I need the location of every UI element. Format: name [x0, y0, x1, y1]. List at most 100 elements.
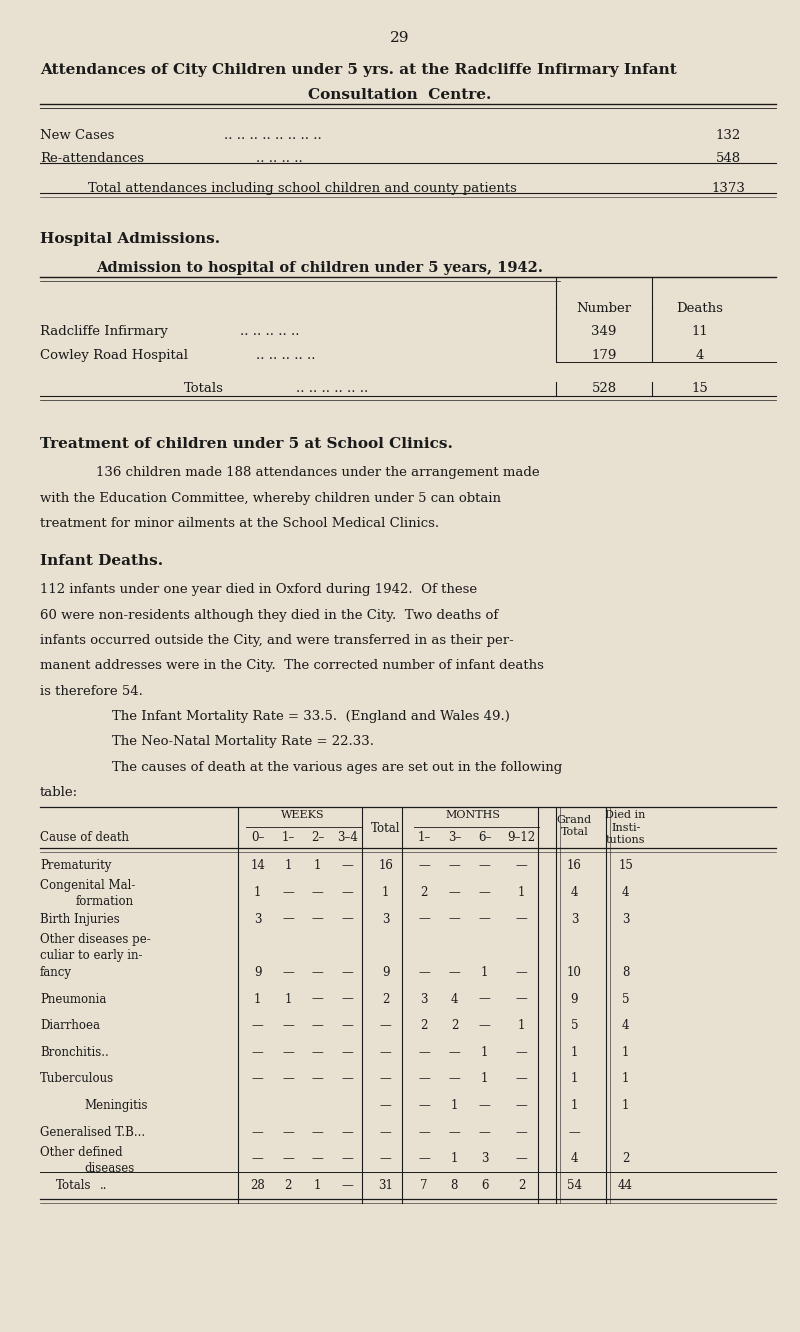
Text: —: —: [282, 1126, 294, 1139]
Text: —: —: [252, 1126, 263, 1139]
Text: Bronchitis..: Bronchitis..: [40, 1046, 109, 1059]
Text: —: —: [312, 1152, 323, 1166]
Text: .. .. .. ..: .. .. .. ..: [256, 152, 302, 165]
Text: ..: ..: [100, 1179, 107, 1192]
Text: infants occurred outside the City, and were transferred in as their per-: infants occurred outside the City, and w…: [40, 634, 514, 647]
Text: 132: 132: [715, 129, 741, 143]
Text: 60 were non-residents although they died in the City.  Two deaths of: 60 were non-residents although they died…: [40, 609, 498, 622]
Text: Totals: Totals: [56, 1179, 91, 1192]
Text: Number: Number: [577, 302, 631, 316]
Text: 1: 1: [254, 886, 262, 899]
Text: 9–12: 9–12: [507, 831, 536, 844]
Text: 1: 1: [284, 992, 292, 1006]
Text: 29: 29: [390, 31, 410, 45]
Text: 1: 1: [382, 886, 390, 899]
Text: 2: 2: [622, 1152, 630, 1166]
Text: —: —: [516, 966, 527, 979]
Text: 1: 1: [622, 1046, 630, 1059]
Text: 15: 15: [618, 859, 633, 872]
Text: Admission to hospital of children under 5 years, 1942.: Admission to hospital of children under …: [96, 261, 543, 276]
Text: 2: 2: [420, 1019, 428, 1032]
Text: —: —: [342, 1152, 353, 1166]
Text: 2: 2: [382, 992, 390, 1006]
Text: 15: 15: [692, 382, 708, 396]
Text: —: —: [342, 1046, 353, 1059]
Text: The Infant Mortality Rate = 33.5.  (England and Wales 49.): The Infant Mortality Rate = 33.5. (Engla…: [112, 710, 510, 723]
Text: —: —: [282, 1019, 294, 1032]
Text: 1: 1: [481, 966, 489, 979]
Text: Other diseases pe-: Other diseases pe-: [40, 932, 150, 946]
Text: 3: 3: [481, 1152, 489, 1166]
Text: —: —: [449, 859, 460, 872]
Text: 5: 5: [622, 992, 630, 1006]
Text: manent addresses were in the City.  The corrected number of infant deaths: manent addresses were in the City. The c…: [40, 659, 544, 673]
Text: 44: 44: [618, 1179, 633, 1192]
Text: —: —: [282, 886, 294, 899]
Text: —: —: [380, 1046, 391, 1059]
Text: —: —: [342, 1126, 353, 1139]
Text: 10: 10: [567, 966, 582, 979]
Text: —: —: [418, 1152, 430, 1166]
Text: —: —: [516, 1099, 527, 1112]
Text: —: —: [516, 1072, 527, 1086]
Text: —: —: [479, 992, 490, 1006]
Text: —: —: [312, 1019, 323, 1032]
Text: 528: 528: [591, 382, 617, 396]
Text: 1373: 1373: [711, 182, 745, 196]
Text: Birth Injuries: Birth Injuries: [40, 912, 120, 926]
Text: diseases: diseases: [84, 1162, 134, 1175]
Text: 3–: 3–: [448, 831, 461, 844]
Text: 16: 16: [378, 859, 393, 872]
Text: —: —: [342, 992, 353, 1006]
Text: —: —: [312, 992, 323, 1006]
Text: —: —: [516, 859, 527, 872]
Text: —: —: [479, 886, 490, 899]
Text: —: —: [516, 912, 527, 926]
Text: 3: 3: [570, 912, 578, 926]
Text: 548: 548: [715, 152, 741, 165]
Text: 3: 3: [622, 912, 630, 926]
Text: 8: 8: [450, 1179, 458, 1192]
Text: Total: Total: [561, 827, 588, 838]
Text: 1: 1: [570, 1046, 578, 1059]
Text: —: —: [312, 1126, 323, 1139]
Text: 4: 4: [570, 886, 578, 899]
Text: —: —: [312, 1046, 323, 1059]
Text: WEEKS: WEEKS: [281, 810, 324, 821]
Text: —: —: [252, 1152, 263, 1166]
Text: 4: 4: [622, 1019, 630, 1032]
Text: 28: 28: [250, 1179, 265, 1192]
Text: 1: 1: [570, 1099, 578, 1112]
Text: Other defined: Other defined: [40, 1146, 122, 1159]
Text: 4: 4: [696, 349, 704, 362]
Text: —: —: [418, 912, 430, 926]
Text: 6: 6: [481, 1179, 489, 1192]
Text: —: —: [342, 912, 353, 926]
Text: —: —: [312, 1072, 323, 1086]
Text: Deaths: Deaths: [677, 302, 723, 316]
Text: table:: table:: [40, 786, 78, 799]
Text: Died in: Died in: [606, 810, 646, 821]
Text: —: —: [418, 1099, 430, 1112]
Text: .. .. .. .. ..: .. .. .. .. ..: [256, 349, 315, 362]
Text: Insti-: Insti-: [611, 823, 640, 834]
Text: 3: 3: [382, 912, 390, 926]
Text: 1–: 1–: [282, 831, 294, 844]
Text: Congenital Mal-: Congenital Mal-: [40, 879, 135, 892]
Text: New Cases: New Cases: [40, 129, 114, 143]
Text: Treatment of children under 5 at School Clinics.: Treatment of children under 5 at School …: [40, 437, 453, 452]
Text: 1: 1: [450, 1152, 458, 1166]
Text: 5: 5: [570, 1019, 578, 1032]
Text: —: —: [312, 966, 323, 979]
Text: 0–: 0–: [251, 831, 264, 844]
Text: —: —: [342, 1179, 353, 1192]
Text: formation: formation: [76, 895, 134, 908]
Text: —: —: [282, 912, 294, 926]
Text: —: —: [282, 1152, 294, 1166]
Text: 1: 1: [450, 1099, 458, 1112]
Text: 4: 4: [570, 1152, 578, 1166]
Text: —: —: [342, 1072, 353, 1086]
Text: Diarrhoea: Diarrhoea: [40, 1019, 100, 1032]
Text: —: —: [479, 1019, 490, 1032]
Text: .. .. .. .. .. .. .. ..: .. .. .. .. .. .. .. ..: [224, 129, 322, 143]
